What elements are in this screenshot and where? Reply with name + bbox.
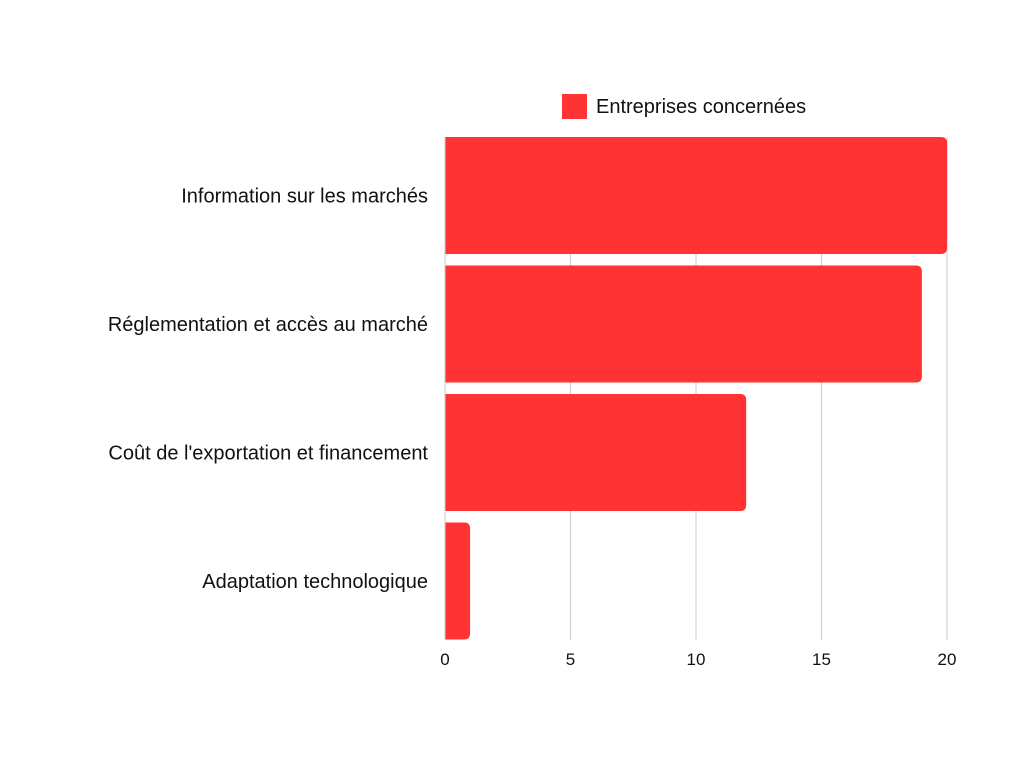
bar-1 (445, 137, 947, 254)
x-tick-label-20: 20 (938, 650, 957, 669)
bar-2 (445, 265, 922, 383)
category-labels: Information sur les marchés Réglementatio… (108, 186, 429, 594)
category-label-4: Adaptation technologique (202, 571, 428, 593)
legend: Entreprises concernées (562, 94, 806, 119)
bars (445, 137, 947, 640)
x-tick-label-5: 5 (566, 650, 575, 669)
x-tick-label-10: 10 (687, 650, 706, 669)
legend-swatch (562, 94, 587, 119)
x-tick-label-15: 15 (812, 650, 831, 669)
category-label-1: Information sur les marchés (181, 186, 428, 208)
bar-3 (445, 394, 747, 511)
category-label-2: Réglementation et accès au marché (108, 314, 428, 336)
bar-4 (445, 522, 471, 640)
x-tick-label-0: 0 (440, 650, 449, 669)
category-label-3: Coût de l'exportation et financement (108, 443, 428, 465)
legend-label: Entreprises concernées (596, 96, 806, 118)
x-tick-labels: 0 5 10 15 20 (440, 650, 956, 669)
